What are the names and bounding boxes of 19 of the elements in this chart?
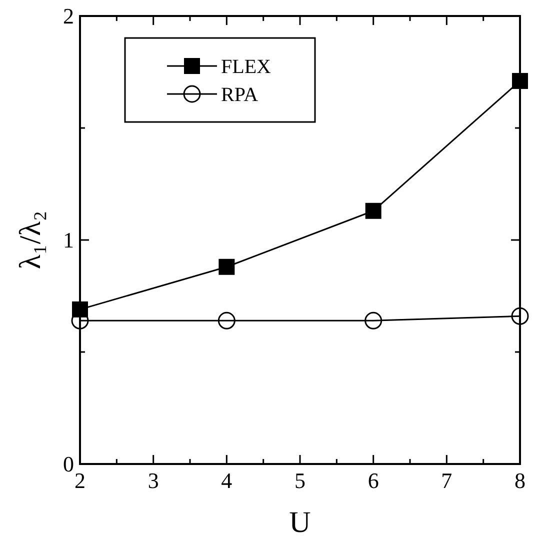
- x-tick-label: 3: [148, 468, 159, 493]
- y-tick-label: 0: [63, 452, 74, 477]
- point: [365, 202, 382, 219]
- x-axis-title: U: [289, 506, 312, 539]
- y-tick-label: 2: [63, 4, 74, 29]
- x-tick-label: 8: [514, 468, 526, 493]
- y-tick-label: 1: [63, 228, 74, 253]
- point: [364, 312, 382, 330]
- point: [218, 258, 235, 275]
- point: [511, 307, 529, 325]
- point: [218, 312, 236, 330]
- x-tick-label: 7: [441, 468, 452, 493]
- point: [512, 72, 528, 89]
- y-axis-title: λ₁/λ₂: [14, 210, 47, 270]
- x-tick-label: 4: [221, 468, 232, 493]
- legend-label: RPA: [221, 84, 259, 106]
- x-tick-label: 5: [294, 468, 306, 493]
- x-tick-label: 6: [368, 468, 379, 493]
- legend-label: FLEX: [221, 56, 272, 78]
